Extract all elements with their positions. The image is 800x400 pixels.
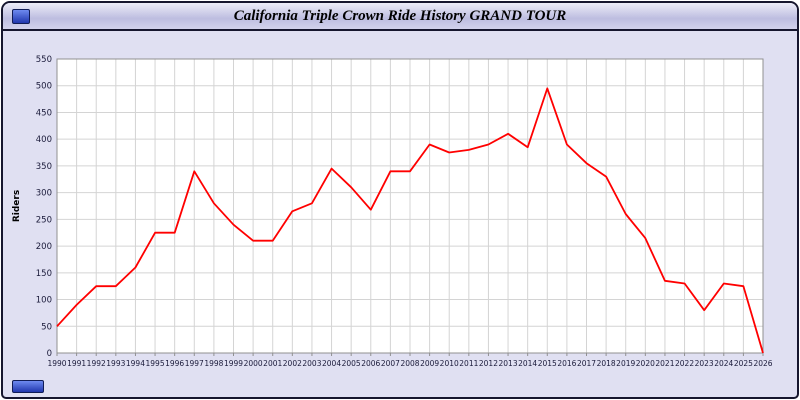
svg-text:2009: 2009: [420, 359, 439, 368]
svg-text:1996: 1996: [165, 359, 184, 368]
svg-text:400: 400: [36, 135, 52, 145]
svg-text:1995: 1995: [146, 359, 165, 368]
svg-text:2024: 2024: [714, 359, 733, 368]
svg-text:2021: 2021: [655, 359, 674, 368]
svg-text:1994: 1994: [126, 359, 145, 368]
svg-text:1990: 1990: [47, 359, 66, 368]
svg-text:100: 100: [36, 296, 52, 306]
svg-text:1999: 1999: [224, 359, 243, 368]
svg-text:50: 50: [41, 322, 52, 332]
svg-text:2025: 2025: [734, 359, 753, 368]
svg-text:2004: 2004: [322, 359, 341, 368]
svg-text:1991: 1991: [67, 359, 86, 368]
svg-text:250: 250: [36, 215, 52, 225]
svg-text:550: 550: [36, 55, 52, 65]
svg-text:2010: 2010: [440, 359, 459, 368]
svg-text:2008: 2008: [400, 359, 419, 368]
svg-text:150: 150: [36, 269, 52, 279]
svg-text:2012: 2012: [479, 359, 498, 368]
svg-text:300: 300: [36, 189, 52, 199]
svg-text:2023: 2023: [695, 359, 714, 368]
svg-text:2014: 2014: [518, 359, 537, 368]
svg-text:2006: 2006: [361, 359, 380, 368]
svg-text:0: 0: [47, 349, 52, 359]
svg-text:1992: 1992: [87, 359, 106, 368]
svg-text:2015: 2015: [538, 359, 557, 368]
svg-text:2000: 2000: [244, 359, 263, 368]
chart-area: 0 50 100 150 200 250 300 350 400 450 500 550 1990 199…: [7, 45, 795, 383]
svg-text:2007: 2007: [381, 359, 400, 368]
svg-text:350: 350: [36, 162, 52, 172]
svg-text:2017: 2017: [577, 359, 596, 368]
svg-text:2005: 2005: [342, 359, 361, 368]
svg-text:2001: 2001: [263, 359, 282, 368]
svg-text:1997: 1997: [185, 359, 204, 368]
svg-text:1993: 1993: [106, 359, 125, 368]
window-icon[interactable]: [12, 9, 30, 24]
svg-text:2016: 2016: [557, 359, 576, 368]
svg-text:2002: 2002: [283, 359, 302, 368]
window-title: California Triple Crown Ride History GRA…: [233, 7, 567, 24]
svg-text:450: 450: [36, 108, 52, 118]
svg-text:2003: 2003: [302, 359, 321, 368]
svg-text:2026: 2026: [753, 359, 772, 368]
svg-text:2020: 2020: [636, 359, 655, 368]
window-titlebar[interactable]: California Triple Crown Ride History GRA…: [3, 3, 797, 31]
bottom-left-accent[interactable]: [12, 380, 44, 393]
svg-text:200: 200: [36, 242, 52, 252]
svg-text:2018: 2018: [597, 359, 616, 368]
svg-text:2011: 2011: [459, 359, 478, 368]
svg-text:2013: 2013: [499, 359, 518, 368]
y-axis-label: Riders: [12, 190, 22, 222]
svg-text:1998: 1998: [204, 359, 223, 368]
svg-text:2019: 2019: [616, 359, 635, 368]
svg-text:2022: 2022: [675, 359, 694, 368]
svg-text:500: 500: [36, 82, 52, 92]
